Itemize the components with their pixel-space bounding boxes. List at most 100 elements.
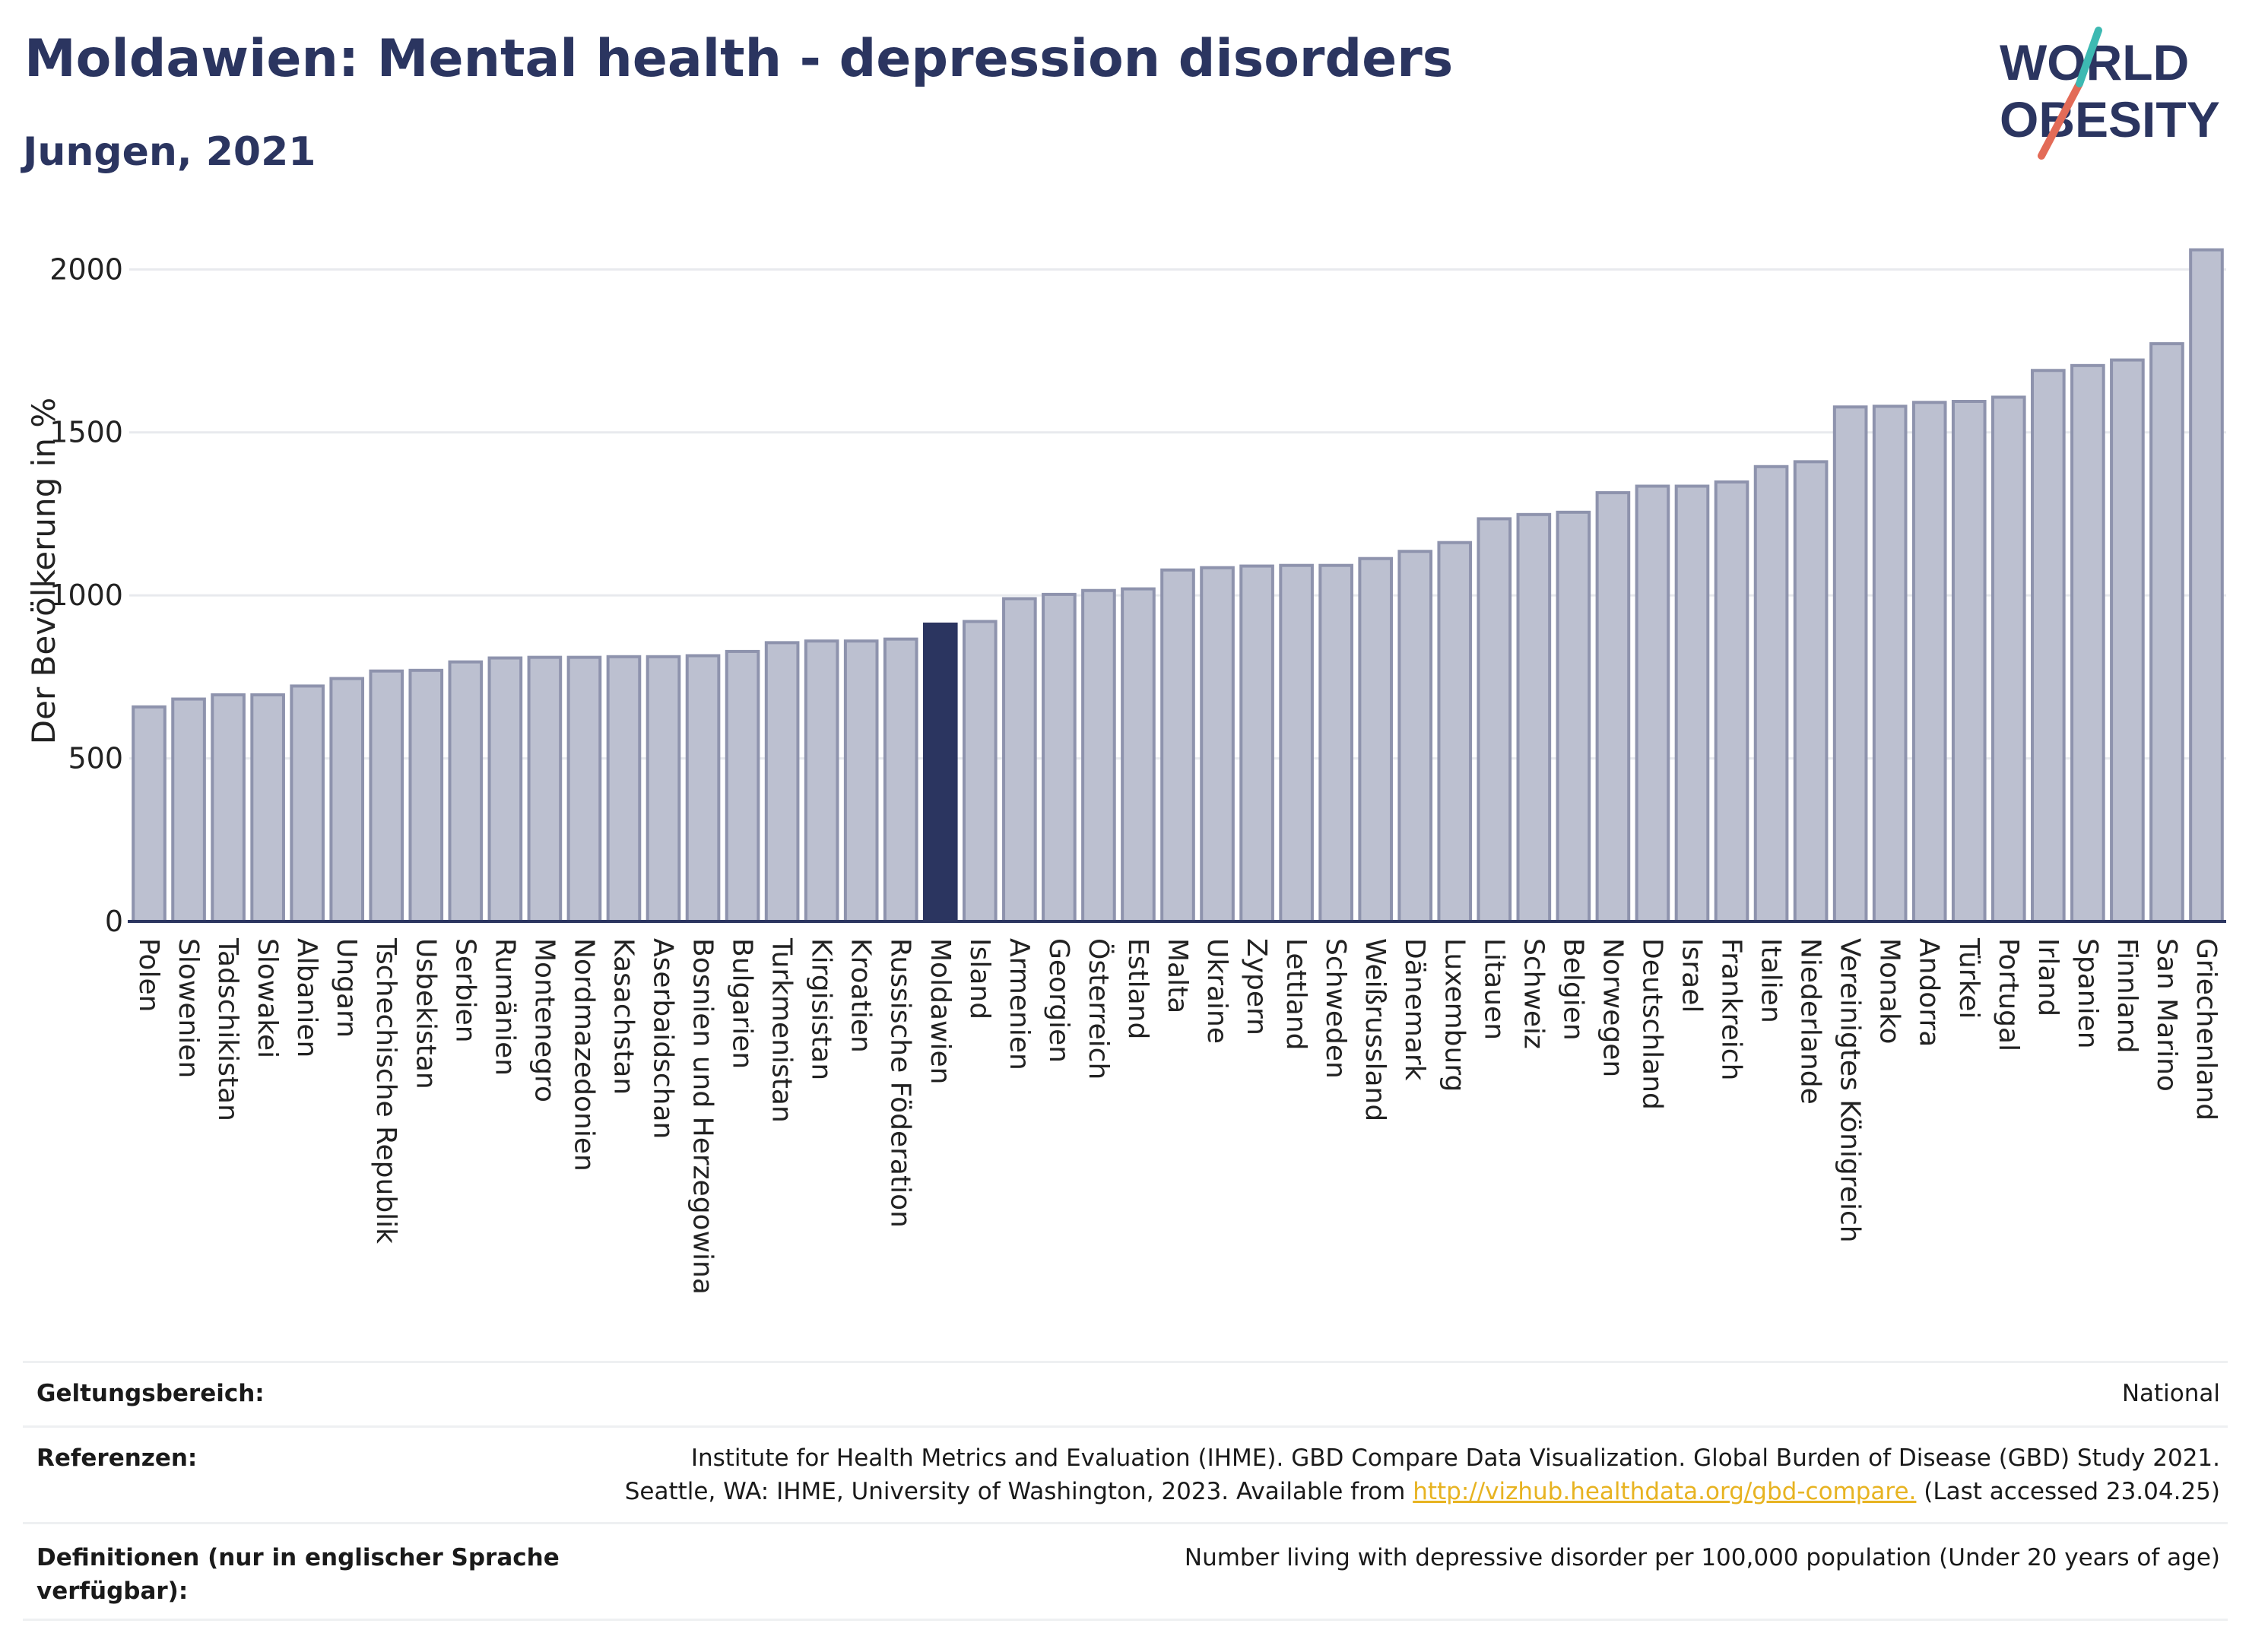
bar-frankreich	[1714, 480, 1749, 923]
scope-row: Geltungsbereich: National	[23, 1361, 2228, 1425]
bar-lettland	[1279, 563, 1314, 923]
definitions-row: Definitionen (nur in englischer Sprache …	[23, 1522, 2228, 1621]
bar-chart: 0 500 1000 1500 2000 Polen Slowenien Tadschiki…	[25, 248, 2226, 1295]
scope-label: Geltungsbereich:	[36, 1380, 265, 1407]
x-tick-label: Norwegen	[1597, 938, 1628, 1077]
x-tick-label: Montenegro	[528, 938, 560, 1102]
x-tick-label: Zypern	[1241, 938, 1272, 1035]
bar-norwegen	[1595, 491, 1631, 923]
definitions-label: Definitionen (nur in englischer Sprache …	[36, 1544, 560, 1605]
y-tick-label: 0	[105, 905, 123, 938]
y-tick-label: 1500	[49, 416, 123, 449]
x-tick-label: Slowenien	[173, 938, 204, 1078]
bar-österreich	[1081, 588, 1116, 923]
x-tick-label: Albanien	[291, 938, 322, 1057]
x-tick-label: Estland	[1122, 938, 1153, 1039]
page-title: Moldawien: Mental health - depression di…	[24, 29, 1454, 89]
bar-aserbaidschan	[646, 655, 681, 923]
definitions-value: Number living with depressive disorder p…	[1184, 1544, 2220, 1571]
svg-text:OBESITY: OBESITY	[2000, 91, 2220, 147]
x-tick-label: Spanien	[2072, 938, 2103, 1049]
x-tick-label: Georgien	[1043, 938, 1074, 1063]
bar-türkei	[1951, 400, 1987, 923]
x-tick-label: Lettland	[1280, 938, 1312, 1051]
x-tick-label: Turkmenistan	[766, 937, 798, 1123]
references-link[interactable]: http://vizhub.healthdata.org/gbd-compare…	[1413, 1478, 1917, 1505]
references-accessed: (Last accessed 23.04.25)	[1916, 1478, 2220, 1505]
references-line-2: Seattle, WA: IHME, University of Washing…	[625, 1475, 2220, 1508]
scope-value: National	[2121, 1380, 2220, 1407]
x-tick-label: Belgien	[1557, 938, 1588, 1041]
bar-irland	[2031, 369, 2066, 923]
bar-kroatien	[843, 639, 879, 923]
x-tick-label: Serbien	[449, 938, 481, 1043]
bar-monako	[1872, 404, 1908, 923]
bar-ungarn	[329, 677, 365, 924]
bar-kasachstan	[606, 655, 642, 923]
x-tick-label: Vereinigtes Königreich	[1835, 938, 1866, 1243]
metadata-table: Geltungsbereich: National Referenzen: In…	[23, 1361, 2228, 1621]
bar-turkmenistan	[764, 641, 800, 923]
bar-georgien	[1042, 592, 1077, 923]
x-tick-label: Malta	[1162, 938, 1193, 1013]
bar-vereinigtes-königreich	[1832, 405, 1868, 923]
x-tick-label: Rumänien	[489, 938, 520, 1076]
bar-ukraine	[1200, 566, 1235, 923]
x-tick-label: Ukraine	[1201, 938, 1232, 1044]
bar-slowenien	[171, 697, 206, 923]
bar-israel	[1674, 484, 1710, 923]
x-tick-label: Litauen	[1478, 938, 1509, 1040]
bar-slowakei	[250, 693, 285, 923]
bar-bulgarien	[725, 649, 760, 923]
x-tick-label: Nordmazedonien	[568, 938, 599, 1172]
bar-rumänien	[487, 656, 523, 923]
bar-schweiz	[1516, 512, 1552, 923]
x-tick-label: Irland	[2032, 938, 2063, 1016]
x-tick-label: Armenien	[1004, 938, 1035, 1070]
bar-finnland	[2110, 358, 2145, 924]
bar-albanien	[290, 684, 325, 923]
x-tick-label: Weißrussland	[1359, 938, 1391, 1121]
references-row: Referenzen: Institute for Health Metrics…	[23, 1425, 2228, 1522]
x-tick-label: Aserbaidschan	[648, 938, 679, 1139]
y-tick-label: 2000	[49, 252, 123, 286]
x-tick-label: Moldawien	[925, 938, 956, 1084]
y-tick-label: 1000	[49, 579, 123, 612]
x-tick-label: Türkei	[1953, 937, 1984, 1019]
bar-zypern	[1239, 564, 1274, 923]
x-tick-label: Russische Föderation	[885, 938, 916, 1228]
bars	[132, 248, 2224, 924]
x-tick-label: Griechenland	[2190, 938, 2222, 1121]
bar-bosnien-und-herzegowina	[685, 654, 721, 923]
x-tick-label: Kroatien	[845, 938, 877, 1053]
x-tick-label: Deutschland	[1636, 938, 1667, 1110]
bar-weißrussland	[1358, 556, 1394, 923]
x-axis-labels: Polen Slowenien Tadschikistan Slowakei Alban…	[133, 937, 2222, 1295]
bar-griechenland	[2189, 248, 2224, 923]
x-tick-label: Schweiz	[1518, 938, 1549, 1049]
bar-schweden	[1318, 563, 1353, 923]
x-tick-label: Island	[964, 938, 995, 1019]
x-tick-label: Dänemark	[1399, 938, 1430, 1081]
x-tick-label: Usbekistan	[410, 938, 441, 1089]
y-axis-label: Der Bevölkerung in %	[25, 398, 62, 744]
x-tick-label: Schweden	[1320, 938, 1351, 1079]
bar-litauen	[1477, 517, 1512, 923]
x-tick-label: Luxemburg	[1439, 938, 1470, 1092]
x-tick-label: Israel	[1676, 938, 1707, 1013]
bar-tadschikistan	[211, 693, 246, 923]
x-tick-label: Italien	[1756, 938, 1787, 1023]
bar-andorra	[1911, 401, 1947, 923]
x-tick-label: Slowakei	[252, 938, 283, 1058]
bar-montenegro	[527, 655, 563, 923]
x-tick-label: Kirgisistan	[806, 938, 837, 1080]
bar-armenien	[1002, 597, 1037, 923]
x-tick-label: Bosnien und Herzegowina	[687, 938, 718, 1295]
bar-nordmazedonien	[566, 655, 602, 923]
x-tick-label: Kasachstan	[607, 938, 639, 1095]
bar-kirgisistan	[804, 639, 839, 923]
bar-moldawien	[922, 622, 958, 923]
bar-tschechische-republik	[369, 669, 404, 923]
bar-russische-föderation	[883, 637, 918, 923]
references-text: Seattle, WA: IHME, University of Washing…	[624, 1478, 1413, 1505]
